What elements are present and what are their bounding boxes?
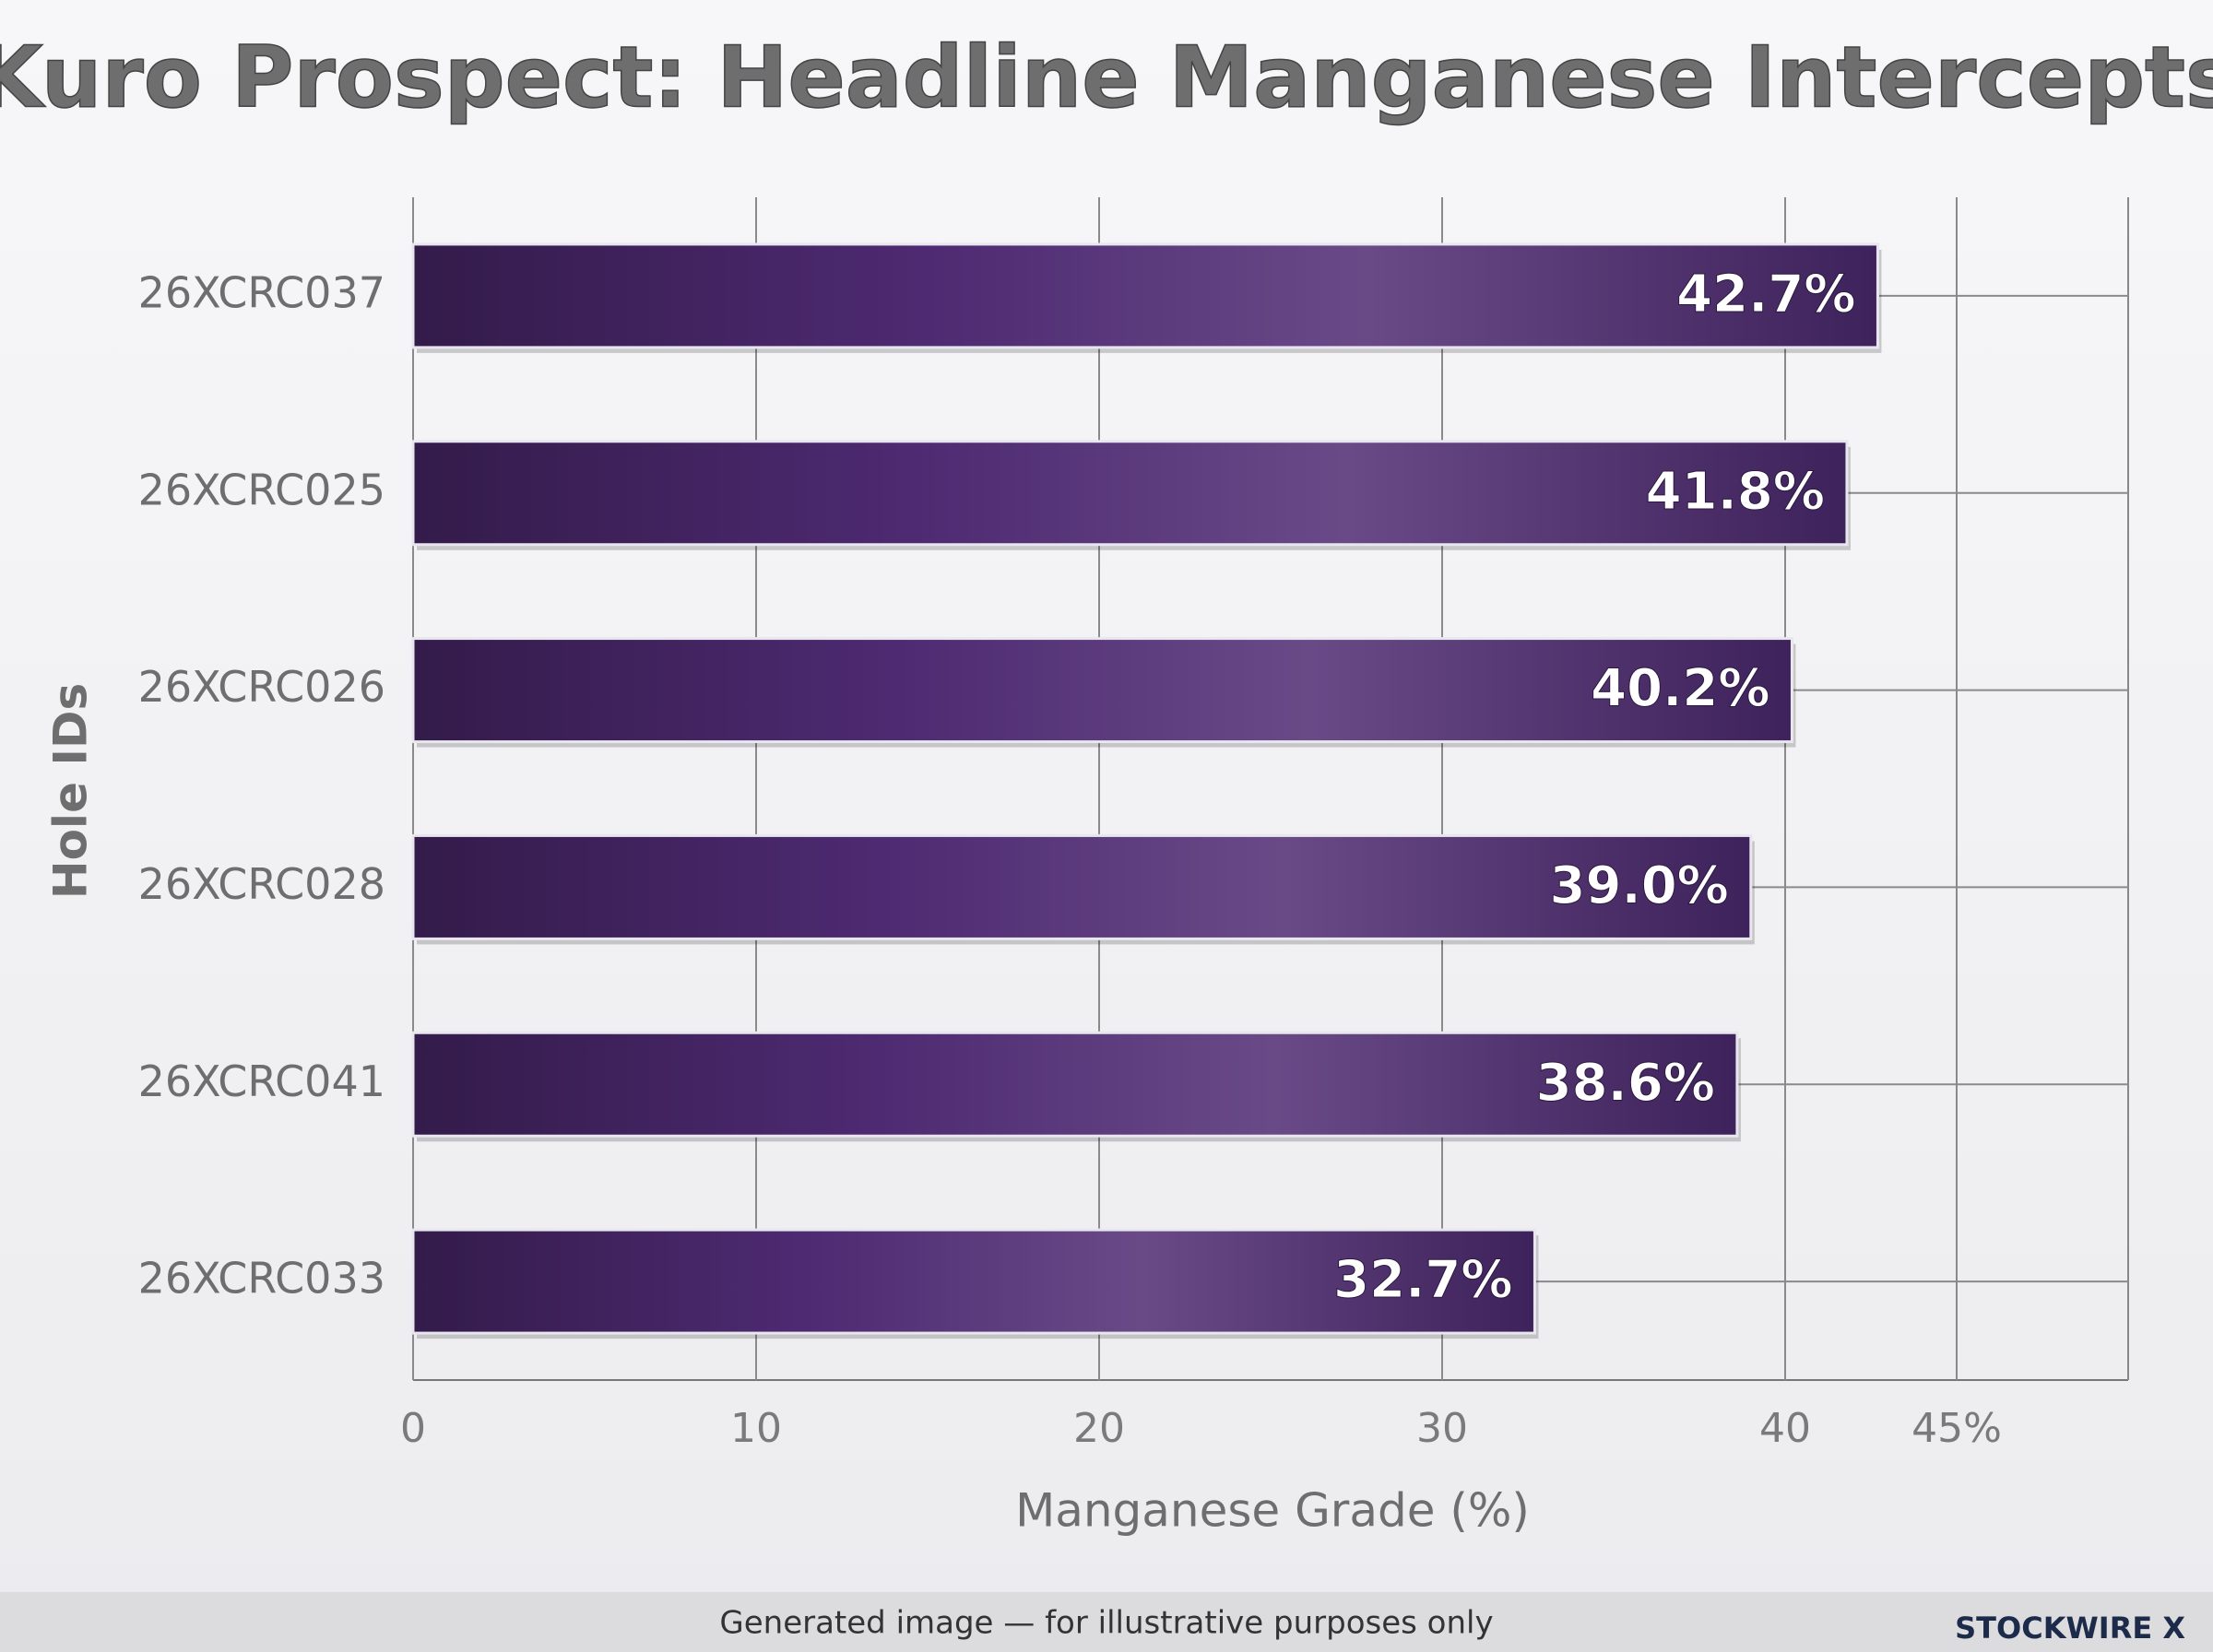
bar: [411, 440, 1849, 547]
y-axis-label: Hole IDs: [44, 683, 98, 900]
y-tick-label: 26XCRC028: [138, 859, 385, 909]
bar: [411, 637, 1793, 744]
y-tick-label: 26XCRC033: [138, 1254, 385, 1304]
y-tick-label: 26XCRC041: [138, 1056, 385, 1106]
x-tick-label: 20: [1073, 1405, 1125, 1452]
value-label: 32.7%: [1333, 1250, 1512, 1310]
bar: [411, 833, 1753, 940]
footer-brand: STOCKWIRE X: [1955, 1611, 2185, 1646]
y-tick-label: 26XCRC026: [138, 662, 385, 712]
value-label: 40.2%: [1591, 659, 1769, 719]
x-tick-label: 10: [730, 1405, 782, 1452]
x-axis-label: Manganese Grade (%): [1015, 1484, 1530, 1538]
value-label: 38.6%: [1536, 1053, 1715, 1113]
y-tick-label: 26XCRC025: [138, 465, 385, 514]
x-tick-label: 0: [400, 1405, 426, 1452]
value-label: 39.0%: [1550, 856, 1729, 916]
bar: [411, 1228, 1536, 1335]
bar: [411, 242, 1879, 349]
footer-note: Generated image — for illustrative purpo…: [719, 1605, 1493, 1642]
x-tick-label: 45%: [1911, 1405, 2002, 1452]
value-label: 41.8%: [1646, 462, 1825, 522]
plot: 0 10 20 30 40 45% 26XCRC037 42.7% 26XCRC025 41.8%…: [138, 197, 2129, 1452]
x-tick-label: 40: [1759, 1405, 1811, 1452]
chart-title: Kuro Prospect: Headline Manganese Interc…: [0, 28, 2213, 126]
y-tick-label: 26XCRC037: [138, 267, 385, 317]
footer-band: [0, 1592, 2213, 1652]
x-tick-label: 30: [1416, 1405, 1468, 1452]
bar: [411, 1031, 1739, 1138]
value-label: 42.7%: [1676, 265, 1855, 324]
